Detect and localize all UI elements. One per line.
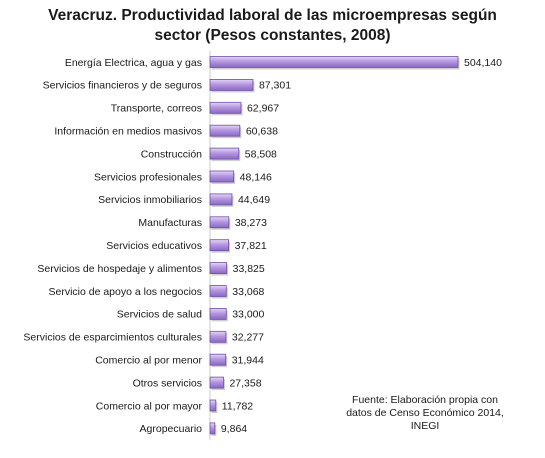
data-label: 38,273 xyxy=(235,217,267,229)
bar xyxy=(209,330,227,343)
bar xyxy=(209,216,230,229)
bar xyxy=(209,239,230,252)
bar xyxy=(209,307,227,320)
data-label: 48,146 xyxy=(240,171,272,183)
data-label: 9,864 xyxy=(221,423,247,435)
data-label: 11,782 xyxy=(222,400,253,412)
chart-title: Veracruz. Productividad laboral de las m… xyxy=(0,6,545,46)
bar xyxy=(209,285,227,297)
bar xyxy=(209,422,216,435)
bar xyxy=(209,170,235,183)
bar xyxy=(209,262,228,275)
source-note: Fuente: Elaboración propia con datos de … xyxy=(330,394,520,433)
category-label: Servicios de esparcimientos culturales xyxy=(23,332,202,344)
data-label: 62,967 xyxy=(247,103,279,115)
category-label: Construcción xyxy=(141,148,202,160)
bar xyxy=(209,193,233,206)
category-label: Servicios profesionales xyxy=(94,171,202,183)
data-label: 87,301 xyxy=(259,80,291,92)
category-label: Servicios de salud xyxy=(117,309,202,321)
data-label: 37,821 xyxy=(235,240,267,252)
source-note-line-3: INEGI xyxy=(410,420,440,432)
data-label: 504,140 xyxy=(464,57,502,69)
bar xyxy=(209,353,227,366)
category-label: Agropecuario xyxy=(140,423,203,435)
bar xyxy=(209,376,224,389)
category-label: Energía Electrica, agua y gas xyxy=(65,57,202,69)
source-note-line-2: datos de Censo Económico 2014, xyxy=(346,407,504,419)
category-label: Servicios inmobiliarios xyxy=(98,194,202,206)
category-label: Servicio de apoyo a los negocios xyxy=(48,286,202,298)
category-label: Comercio al por menor xyxy=(95,355,202,367)
bar xyxy=(209,124,241,137)
category-label: Transporte, correos xyxy=(111,103,202,115)
data-label: 27,358 xyxy=(229,377,261,389)
bar xyxy=(209,147,240,160)
data-label: 58,508 xyxy=(245,148,277,160)
data-label: 33,068 xyxy=(232,286,264,298)
bar xyxy=(209,101,242,114)
category-label: Servicios financieros y de seguros xyxy=(43,80,202,92)
category-label: Manufacturas xyxy=(138,217,202,229)
chart-title-line-2: sector (Pesos constantes, 2008) xyxy=(154,27,391,44)
data-label: 33,825 xyxy=(233,263,265,275)
bar-series: Energía Electrica, agua y gas 504,140 Serv… xyxy=(23,50,502,440)
data-label: 44,649 xyxy=(238,194,270,206)
data-label: 32,277 xyxy=(232,332,264,344)
category-label: Servicios educativos xyxy=(106,240,202,252)
bar xyxy=(209,399,217,412)
data-label: 60,638 xyxy=(246,126,278,138)
data-label: 33,000 xyxy=(232,309,264,321)
category-label: Información en medios masivos xyxy=(54,126,202,138)
category-label: Comercio al por mayor xyxy=(96,400,203,412)
bar xyxy=(209,56,459,68)
source-note-line-1: Fuente: Elaboración propia con xyxy=(352,394,498,406)
bar xyxy=(209,79,254,91)
chart-title-line-1: Veracruz. Productividad laboral de las m… xyxy=(48,7,497,24)
data-label: 31,944 xyxy=(232,355,264,367)
category-label: Otros servicios xyxy=(133,377,202,389)
category-label: Servicios de hospedaje y alimentos xyxy=(37,263,202,275)
